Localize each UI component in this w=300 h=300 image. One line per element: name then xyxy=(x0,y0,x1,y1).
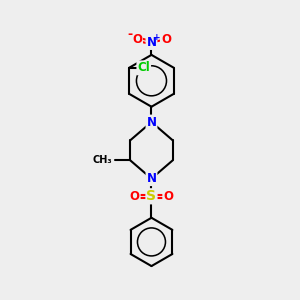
Text: N: N xyxy=(146,116,157,128)
Text: O: O xyxy=(132,33,142,46)
Text: S: S xyxy=(146,189,157,203)
Text: Cl: Cl xyxy=(137,61,150,74)
Text: +: + xyxy=(153,33,160,42)
Text: O: O xyxy=(163,190,173,203)
Text: N: N xyxy=(146,36,157,49)
Text: CH₃: CH₃ xyxy=(93,155,112,165)
Text: N: N xyxy=(146,172,157,185)
Text: O: O xyxy=(161,33,171,46)
Text: O: O xyxy=(130,190,140,203)
Text: -: - xyxy=(128,28,133,41)
